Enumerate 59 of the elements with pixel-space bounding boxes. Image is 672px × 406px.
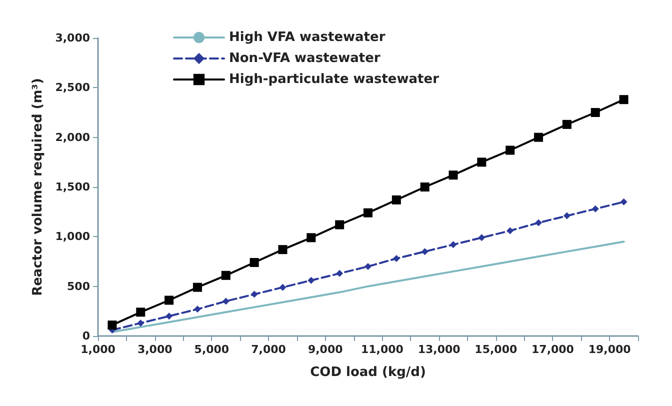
point: [308, 276, 315, 284]
point: [421, 248, 428, 256]
x-tick-label: 5,000: [194, 343, 230, 356]
point: [108, 320, 117, 330]
x-tick-label: 3,000: [137, 343, 173, 356]
point: [250, 258, 259, 267]
point: [619, 95, 628, 104]
point: [392, 255, 400, 262]
y-axis-title: Reactor volume required (m³): [30, 78, 46, 296]
x-tick-label: 7,000: [251, 343, 286, 356]
point: [535, 219, 542, 226]
y-tick-label: 500: [67, 280, 90, 293]
x-tick-label: 11,000: [360, 343, 404, 356]
point: [506, 146, 515, 155]
x-tick-label: 19,000: [588, 343, 632, 356]
x-tick-label: 9,000: [308, 343, 344, 356]
x-tick-label: 17,000: [532, 343, 574, 356]
point: [506, 227, 514, 234]
point: [450, 241, 457, 248]
point: [306, 233, 316, 242]
point: [137, 320, 144, 327]
point: [364, 262, 372, 270]
point: [221, 270, 230, 280]
point: [563, 212, 570, 220]
x-tick-label: 1,000: [80, 343, 116, 356]
legend-label: High VFA wastewater: [229, 30, 386, 45]
point: [562, 120, 572, 129]
point: [336, 270, 344, 277]
point: [592, 205, 599, 212]
point: [448, 170, 458, 180]
y-tick-label: 2,500: [55, 81, 90, 94]
point: [420, 182, 430, 192]
point: [534, 132, 544, 142]
point: [136, 308, 146, 317]
point: [477, 158, 486, 167]
legend-label: Non-VFA wastewater: [229, 51, 381, 66]
point: [166, 312, 173, 320]
legend-label: High-particulate wastewater: [229, 72, 440, 87]
point: [590, 108, 600, 117]
y-tick-label: 3,000: [55, 32, 90, 44]
x-tick-label: 13,000: [418, 343, 461, 356]
y-tick-label: 2,000: [55, 130, 90, 144]
point: [278, 245, 288, 254]
y-tick-label: 0: [82, 330, 90, 342]
point: [222, 298, 230, 305]
point: [364, 208, 372, 218]
point: [279, 284, 286, 291]
x-axis-title: COD load (kg/d): [310, 365, 426, 380]
y-tick-label: 1,000: [55, 230, 90, 244]
y-tick-label: 1,500: [55, 180, 90, 194]
point: [164, 296, 174, 305]
point: [194, 306, 201, 313]
point: [478, 234, 486, 242]
point: [250, 290, 258, 298]
x-tick-label: 15,000: [474, 343, 518, 356]
point: [335, 220, 344, 230]
point: [392, 195, 401, 204]
point: [192, 282, 202, 292]
point: [620, 198, 628, 206]
